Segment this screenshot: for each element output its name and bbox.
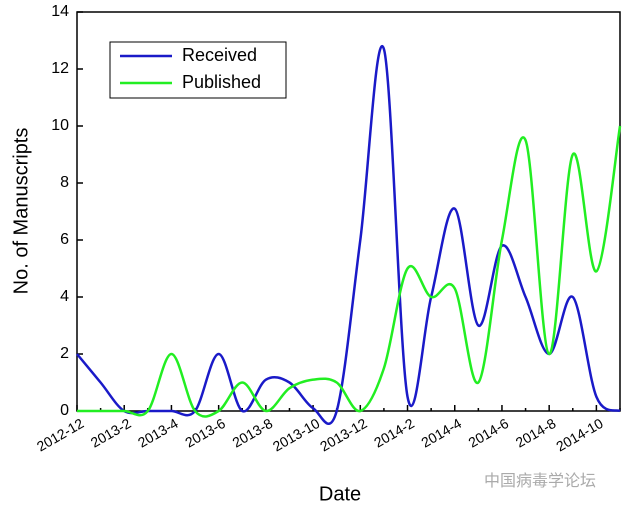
y-tick-label: 14	[51, 3, 69, 20]
y-tick-label: 6	[60, 231, 69, 248]
watermark: 中国病毒学论坛	[484, 472, 596, 490]
legend-label: Published	[182, 72, 261, 92]
x-tick-label: 2014-10	[553, 415, 606, 455]
y-tick-label: 4	[60, 288, 69, 305]
y-tick-label: 2	[60, 345, 69, 362]
x-tick-label: 2013-2	[88, 415, 134, 451]
x-tick-label: 2013-10	[270, 415, 323, 455]
plot-frame	[76, 11, 621, 412]
x-tick-label: 2013-4	[135, 415, 181, 451]
x-tick-label: 2014-4	[418, 415, 464, 451]
y-tick-label: 10	[51, 117, 69, 134]
series-line	[76, 44, 621, 426]
series-line	[76, 125, 622, 418]
x-tick-label: 2014-2	[371, 415, 417, 451]
y-tick-label: 8	[60, 174, 69, 191]
x-tick-label: 2013-8	[229, 415, 275, 451]
x-tick-label: 2013-6	[182, 415, 228, 451]
x-tick-label: 2014-6	[466, 415, 512, 451]
y-tick-label: 0	[60, 402, 69, 419]
x-tick-label: 2012-12	[34, 415, 87, 455]
y-axis-label: No. of Manuscripts	[10, 128, 32, 295]
legend-box	[109, 41, 287, 99]
y-tick-label: 12	[51, 60, 69, 77]
x-tick-label: 2014-8	[513, 415, 559, 451]
legend-label: Received	[182, 45, 257, 65]
x-axis-label: Date	[319, 483, 361, 505]
